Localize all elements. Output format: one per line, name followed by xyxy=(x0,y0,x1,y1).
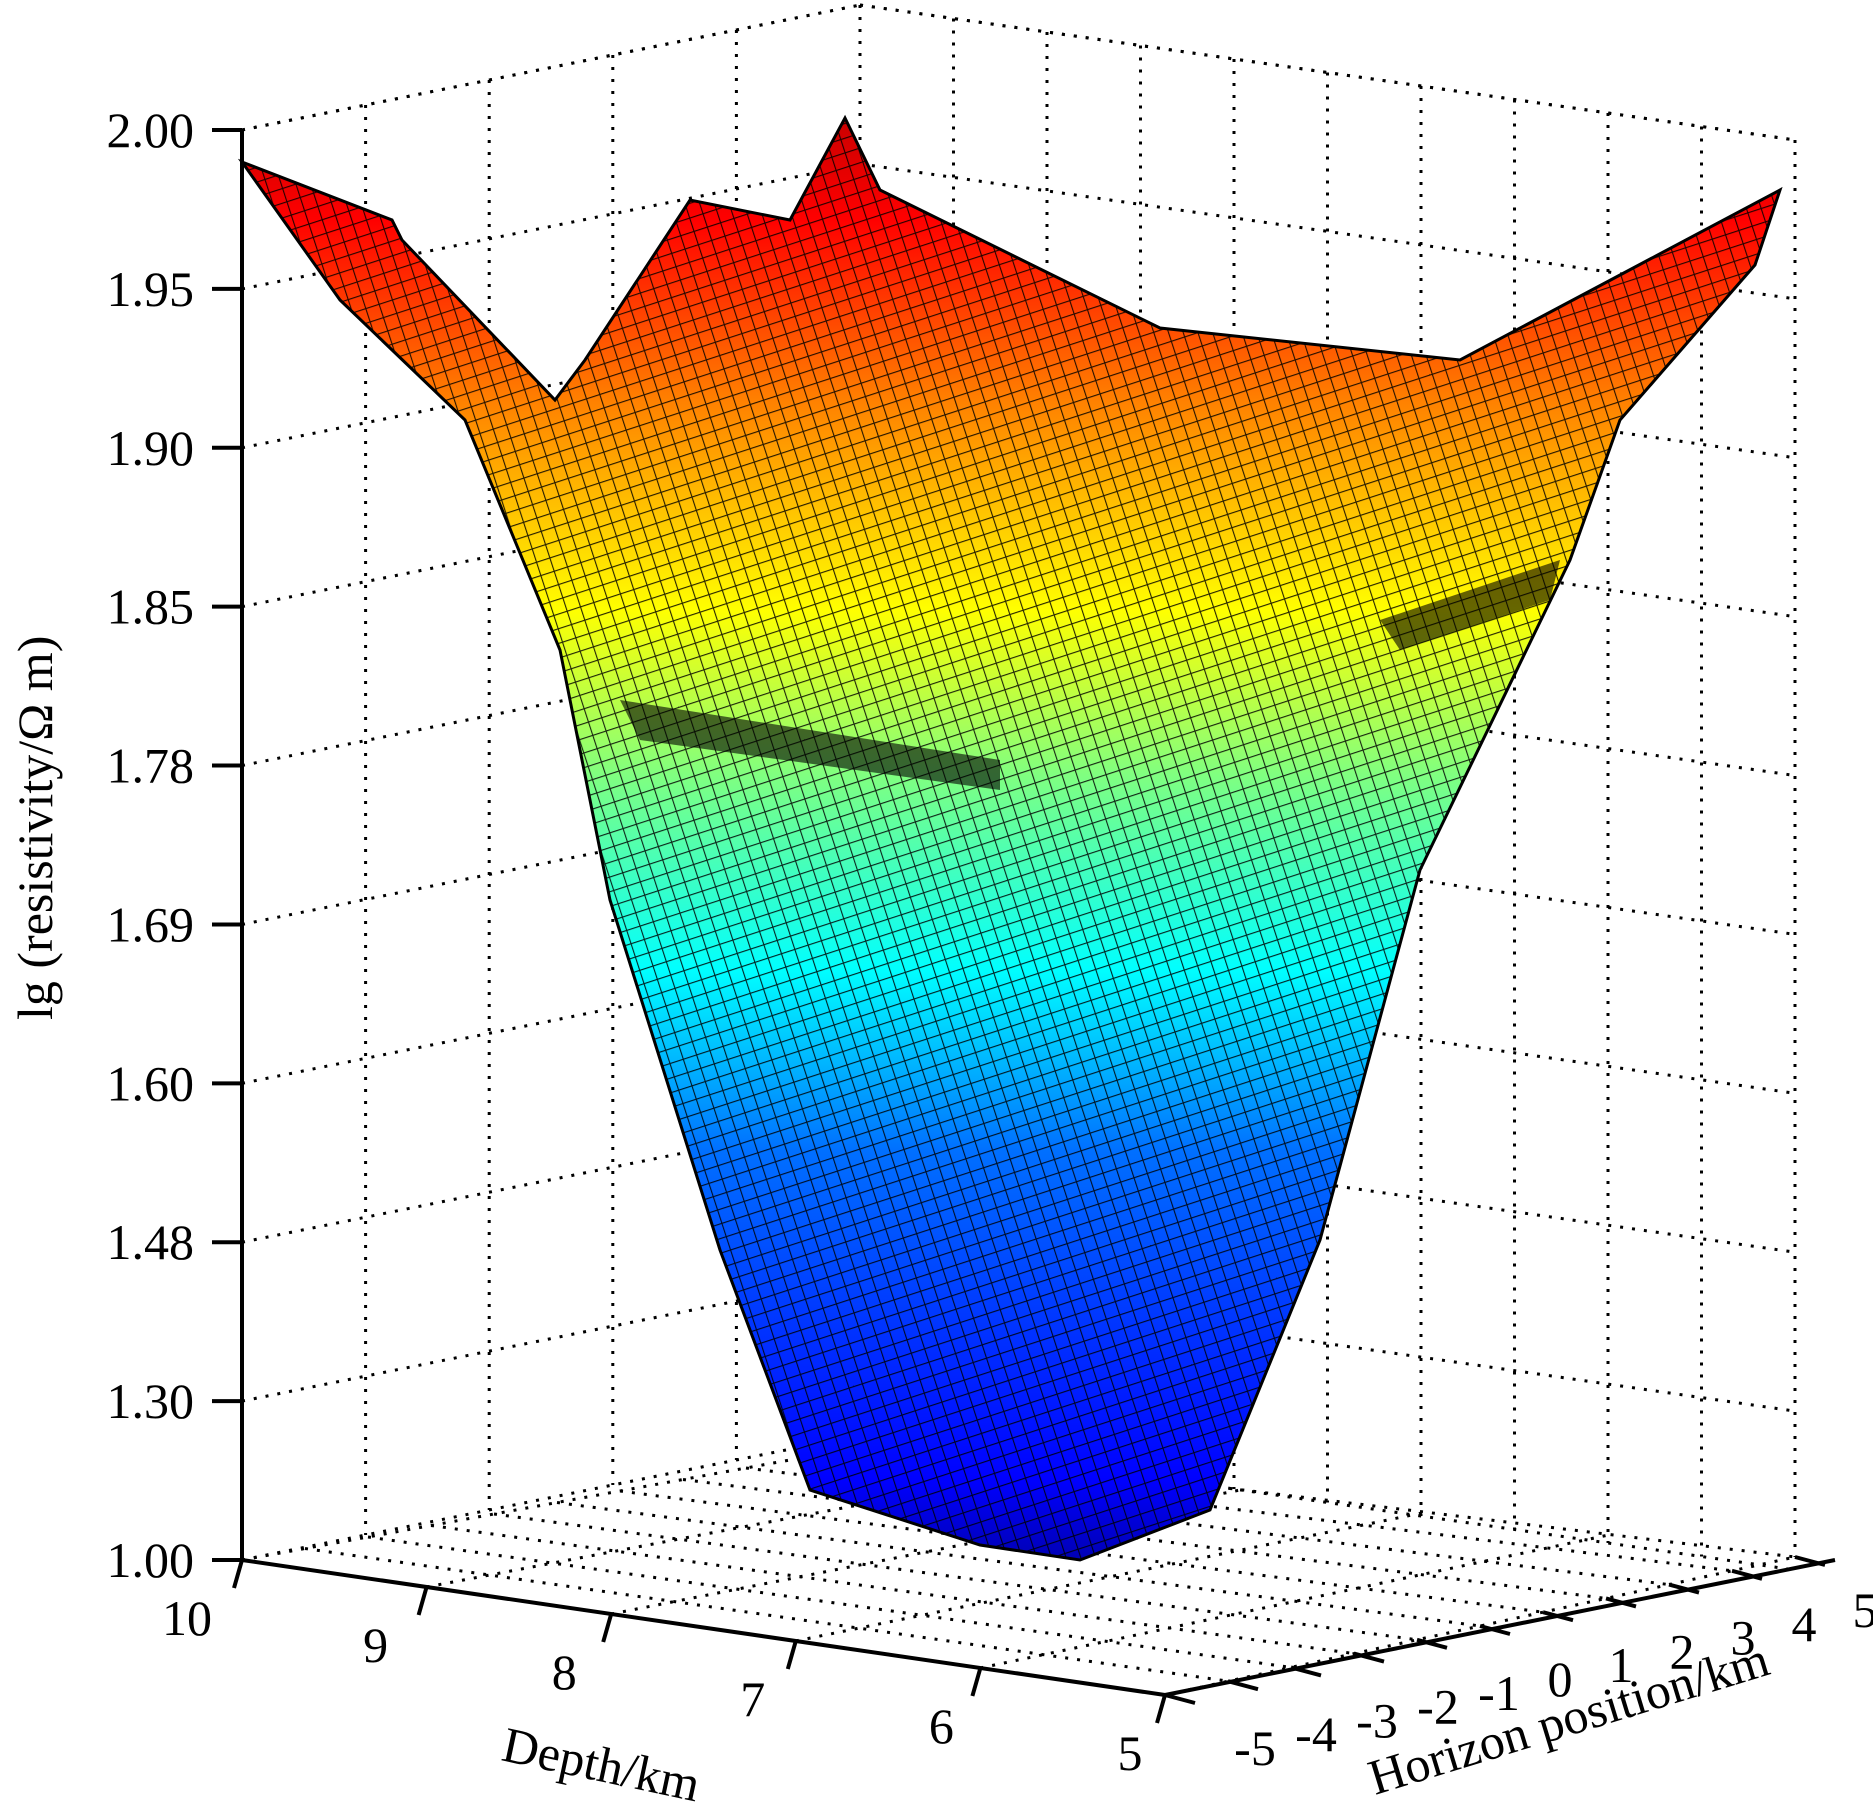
depth-axis-title: Depth/km xyxy=(498,1716,705,1803)
z-tick-label: 1.30 xyxy=(107,1373,195,1429)
depth-tick-label: 8 xyxy=(552,1644,577,1700)
horizon-tick-label: 4 xyxy=(1792,1596,1817,1652)
depth-tick-label: 6 xyxy=(929,1698,954,1754)
depth-axis-line xyxy=(241,1558,1166,1697)
z-tick-label: 1.00 xyxy=(107,1532,195,1588)
horizon-tick xyxy=(1416,1637,1448,1650)
z-tick-label: 1.60 xyxy=(107,1055,195,1111)
horizon-tick-label: -1 xyxy=(1478,1665,1520,1721)
horizon-tick xyxy=(1794,1555,1826,1567)
horizon-tick xyxy=(1668,1582,1700,1595)
surface-fold xyxy=(620,700,1000,790)
z-tick-labels: 1.00 1.30 1.48 1.60 1.69 1.78 1.85 1.90 1.95 2.00 xyxy=(107,102,242,1588)
surface-mesh xyxy=(242,118,1780,1560)
grid-line xyxy=(241,3,861,132)
z-tick-label: 2.00 xyxy=(107,102,195,158)
z-tick-label: 1.90 xyxy=(107,420,195,476)
depth-tick xyxy=(1155,1694,1167,1724)
horizon-tick-label: -4 xyxy=(1295,1706,1337,1762)
horizon-tick-label: 3 xyxy=(1731,1610,1756,1666)
z-tick-label: 1.78 xyxy=(107,738,195,794)
grid-line xyxy=(859,162,1796,301)
z-tick-label: 1.95 xyxy=(107,261,195,317)
z-tick-label: 1.69 xyxy=(107,896,195,952)
horizon-tick-label: 1 xyxy=(1609,1637,1634,1693)
axes xyxy=(240,130,1836,1697)
horizon-tick xyxy=(1542,1610,1574,1623)
horizon-tick xyxy=(1227,1679,1259,1692)
horizon-tick xyxy=(1605,1596,1637,1609)
horizon-tick-labels: -5 -4 -3 -2 -1 0 1 2 3 4 5 xyxy=(1164,1555,1873,1776)
horizon-tick-label: 5 xyxy=(1853,1582,1873,1638)
z-tick-label: 1.85 xyxy=(107,579,195,635)
grid-line xyxy=(241,3,861,132)
horizon-axis-line xyxy=(1164,1558,1836,1697)
depth-tick xyxy=(785,1640,798,1670)
horizon-tick xyxy=(1731,1568,1763,1581)
depth-tick-label: 5 xyxy=(1118,1725,1143,1781)
horizon-tick xyxy=(1353,1651,1385,1664)
grid-line xyxy=(859,3,1796,142)
surface-fold xyxy=(1380,560,1560,650)
depth-tick xyxy=(416,1586,429,1616)
horizon-tick xyxy=(1479,1624,1511,1636)
horizon-tick-label: -5 xyxy=(1234,1720,1276,1776)
z-tick-label: 1.48 xyxy=(107,1214,195,1270)
horizon-tick xyxy=(1290,1665,1322,1678)
depth-tick-label: 10 xyxy=(162,1590,212,1646)
resistivity-surface xyxy=(237,114,1783,1562)
depth-tick-labels: 10 9 8 7 6 5 xyxy=(162,1559,1167,1781)
depth-tick-label: 7 xyxy=(740,1671,765,1727)
depth-tick xyxy=(601,1613,614,1643)
z-axis-title: lg (resistivity/Ω m) xyxy=(7,636,63,1020)
depth-tick xyxy=(970,1667,983,1697)
horizon-tick-label: 2 xyxy=(1670,1623,1695,1679)
surface-outline xyxy=(237,114,1783,1562)
horizon-tick-label: -3 xyxy=(1356,1692,1398,1748)
horizon-tick-label: -2 xyxy=(1417,1679,1459,1735)
horizon-tick-label: 0 xyxy=(1548,1651,1573,1707)
grid-line xyxy=(304,1547,1229,1683)
horizon-tick xyxy=(1164,1693,1196,1705)
depth-tick-label: 9 xyxy=(363,1617,388,1673)
depth-tick xyxy=(232,1559,244,1589)
grid-line xyxy=(430,1524,1355,1656)
